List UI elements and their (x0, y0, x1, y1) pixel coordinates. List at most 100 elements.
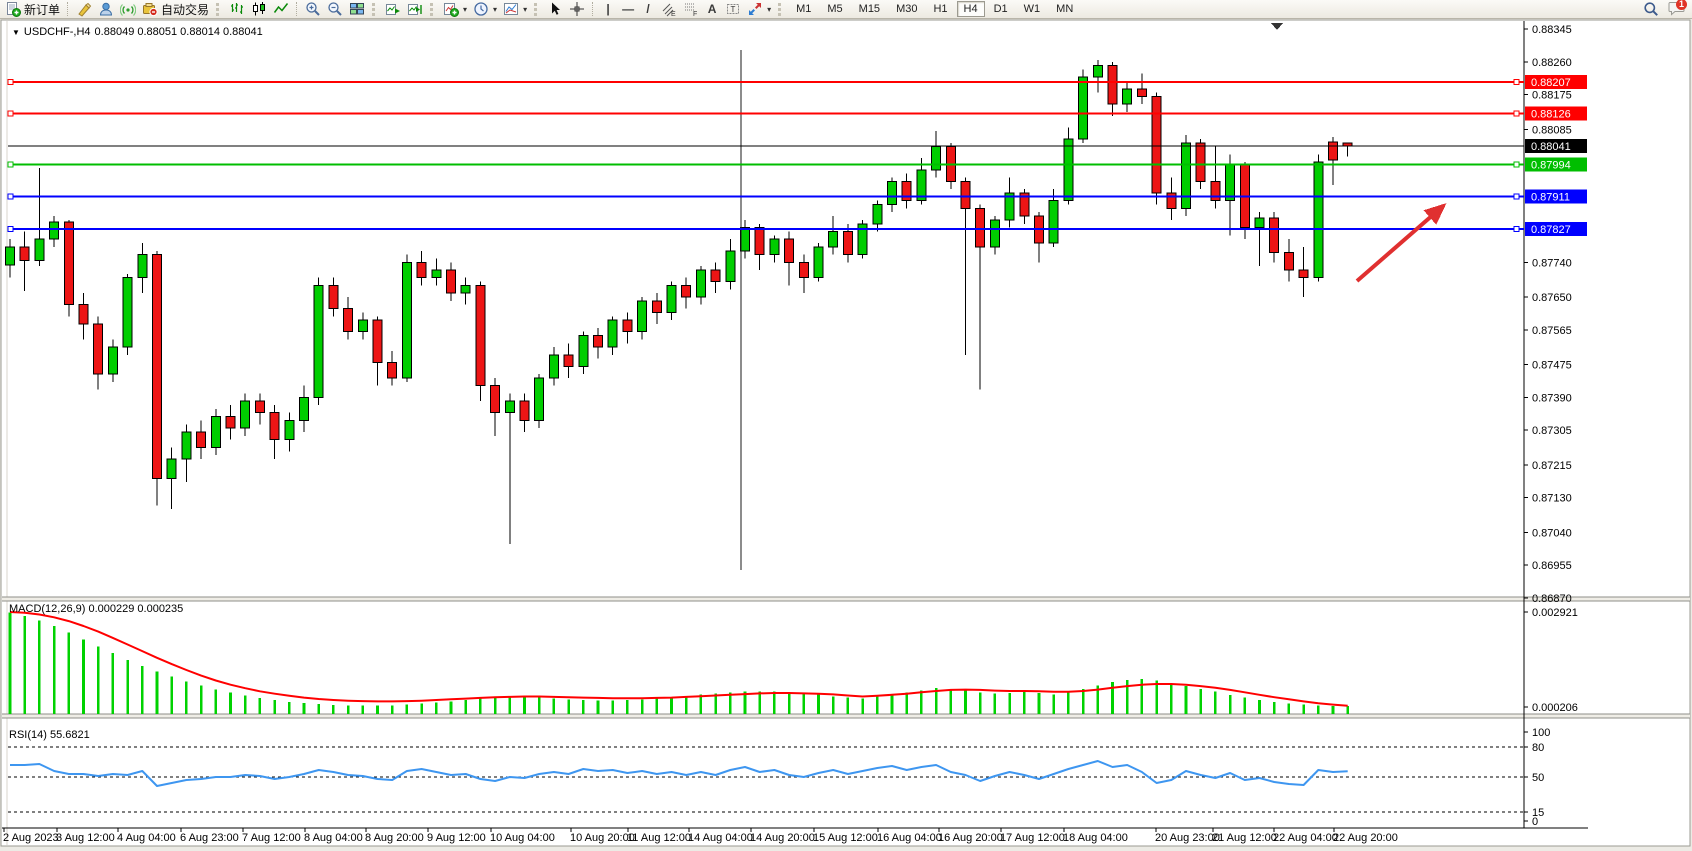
shift-marker-icon[interactable] (1271, 23, 1283, 30)
new-order-button[interactable]: 新订单 (2, 1, 63, 18)
chevron-down-icon: ▾ (463, 4, 468, 14)
tile-windows-button[interactable] (346, 1, 368, 18)
date-label: 14 Aug 04:00 (688, 832, 753, 844)
horizontal-line-tool-button[interactable]: — (618, 1, 638, 18)
cursor-tool-button[interactable] (544, 1, 566, 18)
candle (989, 219, 1000, 248)
candle (651, 300, 662, 313)
date-label: 10 Aug 20:00 (570, 832, 635, 844)
label-tool-button[interactable]: T (722, 1, 744, 18)
candle (63, 221, 74, 306)
trendline-tool-button[interactable]: / (638, 1, 658, 18)
macd-axis-label: 0.000206 (1532, 702, 1578, 714)
timeframe-d1-button[interactable]: D1 (993, 3, 1008, 15)
period-button[interactable]: ▾ (470, 1, 500, 18)
chat-button[interactable]: 1 (1668, 0, 1687, 19)
candle (313, 284, 324, 398)
date-label: 15 Aug 12:00 (813, 832, 878, 844)
line-handle[interactable] (1513, 110, 1520, 117)
bar-chart-button[interactable] (226, 1, 248, 18)
line-handle[interactable] (1513, 225, 1520, 232)
zoom-in-button[interactable] (302, 1, 324, 18)
price-axis-label: 0.87740 (1532, 257, 1572, 269)
pane-separator[interactable] (2, 597, 1690, 601)
timeframe-h1-button[interactable]: H1 (933, 3, 948, 15)
period-icon (474, 2, 488, 16)
date-label: 10 Aug 04:00 (490, 832, 555, 844)
candle (460, 284, 471, 294)
cursor-icon (552, 2, 561, 15)
candle (607, 319, 618, 348)
rsi-axis-label: 0 (1532, 816, 1538, 828)
candle (1298, 269, 1309, 279)
line-handle[interactable] (7, 79, 14, 86)
vertical-line-tool-button[interactable]: | (598, 1, 618, 18)
candle (1210, 180, 1221, 202)
text-icon: A (707, 2, 717, 16)
community-button[interactable] (95, 1, 117, 18)
template-button[interactable]: ▾ (500, 1, 530, 18)
collapse-triangle-icon[interactable]: ▼ (12, 27, 20, 37)
line-chart-icon (273, 3, 289, 13)
macd-axis-label: 0.002921 (1532, 607, 1578, 619)
autotrade-button[interactable]: 自动交易 (139, 1, 212, 18)
chart-shift-button[interactable] (404, 1, 426, 18)
crayon-button[interactable] (73, 1, 95, 18)
date-label: 8 Aug 04:00 (304, 832, 363, 844)
zoom-out-button[interactable] (324, 1, 346, 18)
timeframe-mn-button[interactable]: MN (1056, 3, 1074, 15)
search-button[interactable] (1640, 1, 1662, 18)
candlestick-chart-button[interactable] (248, 1, 270, 18)
timeframe-m5-button[interactable]: M5 (827, 3, 843, 15)
rsi-axis-label: 50 (1532, 772, 1544, 784)
auto-scroll-button[interactable] (382, 1, 404, 18)
timeframe-m15-button[interactable]: M15 (858, 3, 881, 15)
candle (34, 238, 45, 261)
candle (813, 246, 824, 279)
candle (152, 254, 162, 479)
timeframe-w1-button[interactable]: W1 (1023, 3, 1041, 15)
candle (1225, 163, 1236, 202)
candle (960, 180, 971, 209)
symbol-period-label: USDCHF-,H4 (23, 26, 91, 38)
new-chart-button[interactable]: ▾ (440, 1, 470, 18)
candle (769, 238, 780, 256)
rsi-axis-label: 15 (1532, 807, 1544, 819)
price-axis-label: 0.87565 (1532, 325, 1572, 337)
candle (798, 261, 809, 279)
timeframe-m1-button[interactable]: M1 (796, 3, 812, 15)
toolbar-group-handle (430, 2, 436, 16)
text-tool-button[interactable]: A (702, 1, 722, 18)
price-line-label: 0.88126 (1531, 108, 1571, 120)
toolbar-group-handle (216, 2, 222, 16)
candle (666, 284, 677, 313)
toolbar-separator (296, 2, 298, 16)
pane-separator[interactable] (2, 714, 1690, 718)
line-handle[interactable] (7, 161, 14, 168)
chevron-down-icon: ▾ (523, 4, 528, 14)
channel-tool-button[interactable]: E (658, 1, 680, 18)
fibonacci-tool-button[interactable]: F (680, 1, 702, 18)
candle (1269, 217, 1280, 254)
candle (828, 230, 839, 248)
zoom-out-icon (328, 2, 342, 16)
crosshair-tool-button[interactable] (566, 1, 588, 18)
signal-button[interactable] (117, 1, 139, 18)
line-handle[interactable] (7, 110, 14, 117)
arrow-object[interactable] (1355, 203, 1447, 283)
timeframe-m30-button[interactable]: M30 (896, 3, 918, 15)
line-handle[interactable] (7, 225, 14, 232)
line-handle[interactable] (7, 193, 14, 200)
line-handle[interactable] (1513, 79, 1520, 86)
line-handle[interactable] (1513, 161, 1520, 168)
candle (19, 246, 30, 261)
timeframe-h4-button[interactable]: H4 (956, 1, 985, 17)
line-handle[interactable] (1513, 193, 1520, 200)
horizontal-line-icon: — (622, 2, 635, 16)
candle (416, 261, 427, 279)
shapes-tool-button[interactable]: ▾ (744, 1, 774, 18)
candle (387, 362, 398, 379)
line-chart-button[interactable] (270, 1, 292, 18)
candle (1136, 88, 1147, 97)
